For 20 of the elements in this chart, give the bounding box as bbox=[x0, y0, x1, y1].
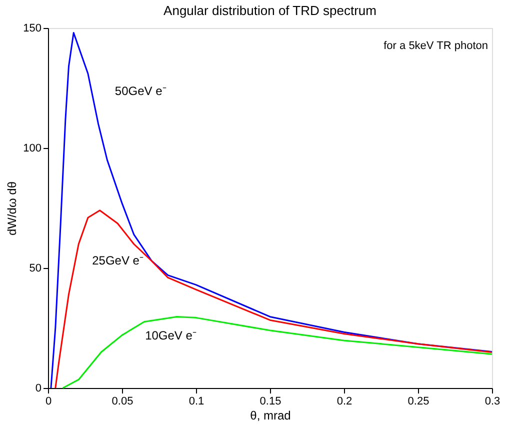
x-tick-label: 0.15 bbox=[260, 396, 282, 408]
series-label: 25GeV e⁻ bbox=[92, 253, 144, 268]
annotation: for a 5keV TR photon bbox=[384, 40, 488, 52]
y-tick-label: 100 bbox=[23, 142, 42, 154]
x-axis-title: θ, mrad bbox=[250, 408, 291, 422]
line-series bbox=[62, 316, 493, 389]
x-tick-label: 0.1 bbox=[188, 396, 204, 408]
y-tick-label: 50 bbox=[29, 262, 42, 274]
series-label: 10GeV e⁻ bbox=[145, 328, 196, 343]
y-tick-label: 0 bbox=[35, 382, 42, 394]
x-tick-label: 0.3 bbox=[484, 396, 500, 408]
x-tick-label: 0.25 bbox=[408, 396, 430, 408]
x-tick-label: 0.2 bbox=[336, 396, 352, 408]
chart-title: Angular distribution of TRD spectrum bbox=[164, 3, 376, 18]
y-axis-title: dW/dω dθ bbox=[5, 181, 20, 236]
series-label: 50GeV e⁻ bbox=[114, 84, 166, 98]
y-tick-label: 150 bbox=[23, 22, 42, 34]
x-tick-label: 0 bbox=[45, 396, 52, 408]
line-series bbox=[54, 210, 493, 389]
x-tick-label: 0.05 bbox=[112, 396, 134, 408]
